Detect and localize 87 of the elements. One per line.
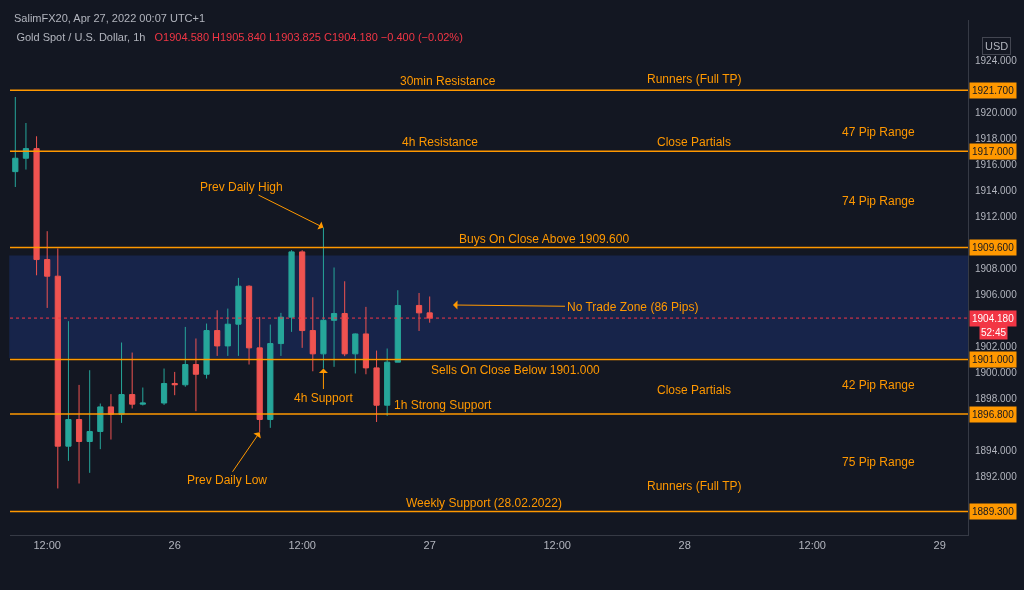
x-tick-label: 12:00 xyxy=(33,539,61,552)
annotation: 4h Support xyxy=(294,391,354,405)
candlestick xyxy=(139,387,146,406)
x-tick-label: 28 xyxy=(678,539,691,552)
x-tick-label: 12:00 xyxy=(543,539,571,552)
candlestick xyxy=(277,312,285,357)
y-tick-label: 1889.300 xyxy=(972,506,1015,517)
x-tick-label: 29 xyxy=(933,539,946,552)
annotation: Close Partials xyxy=(657,135,732,149)
annotation: Runners (Full TP) xyxy=(647,72,742,86)
y-tick-label: 1920.000 xyxy=(975,106,1018,118)
candlestick xyxy=(299,249,306,349)
x-tick-label: 12:00 xyxy=(798,539,826,552)
y-tick-label: 1921.700 xyxy=(972,85,1015,96)
candlestick xyxy=(288,249,295,333)
y-tick-label: 1906.000 xyxy=(975,288,1018,300)
y-tick-label: 1900.000 xyxy=(975,366,1018,378)
y-tick-label: 1898.000 xyxy=(975,392,1018,404)
candlestick xyxy=(245,284,253,365)
candlestick xyxy=(426,295,433,324)
y-tick-label: 1904.180 xyxy=(972,313,1015,324)
x-tick-label: 27 xyxy=(423,539,436,552)
y-tick-label: 1892.000 xyxy=(975,470,1018,482)
y-tick-label: 1901.000 xyxy=(972,354,1015,365)
y-tick-label: 1896.800 xyxy=(972,409,1015,420)
candlestick xyxy=(352,332,359,374)
candlestick xyxy=(54,248,61,489)
ref-line-label: 4h Resistance xyxy=(402,135,479,149)
candlestick xyxy=(235,277,242,357)
candlestick xyxy=(97,403,104,450)
candlestick xyxy=(384,348,391,417)
candlestick xyxy=(256,316,263,433)
candlestick xyxy=(192,337,200,412)
ref-line-label: 30min Resistance xyxy=(400,74,496,88)
candlestick xyxy=(86,369,93,474)
y-tick-label: 1894.000 xyxy=(975,444,1018,456)
annotation: Runners (Full TP) xyxy=(647,479,742,493)
annotation: 75 Pip Range xyxy=(842,455,916,469)
candlestick xyxy=(107,393,115,441)
y-tick-label: 1908.000 xyxy=(975,262,1018,274)
candlestick xyxy=(75,384,83,484)
candlestick xyxy=(65,320,72,462)
text: 52:45 xyxy=(981,327,1007,338)
annotation: No Trade Zone (86 Pips) xyxy=(567,300,699,314)
y-tick-label: 1917.000 xyxy=(972,146,1015,157)
candlestick xyxy=(362,306,370,375)
y-tick-label: 1902.000 xyxy=(975,340,1018,352)
candlestick xyxy=(118,342,125,424)
candlestick xyxy=(129,352,136,409)
y-tick-label: 1912.000 xyxy=(975,210,1018,222)
annotation: Close Partials xyxy=(657,383,732,397)
y-tick-label: 1909.600 xyxy=(972,242,1015,253)
ref-line-label: 1h Strong Support xyxy=(394,398,493,412)
text: Gold Spot / U.S. Dollar, 1h xyxy=(16,30,146,43)
candlestick xyxy=(44,230,51,309)
candlestick xyxy=(267,324,274,429)
candlestick xyxy=(12,96,19,188)
candlestick xyxy=(341,280,348,357)
text: USD xyxy=(985,40,1009,52)
x-tick-label: 12:00 xyxy=(288,539,316,552)
candlestick xyxy=(214,309,221,357)
candlestick xyxy=(33,135,40,276)
annotation: Prev Daily High xyxy=(200,180,283,194)
y-tick-label: 1924.000 xyxy=(975,54,1018,66)
candlestick xyxy=(160,368,168,406)
ref-line-label: Sells On Close Below 1901.000 xyxy=(431,363,601,377)
candlestick xyxy=(171,371,178,396)
annotation: SalimFX20, Apr 27, 2022 00:07 UTC+1 xyxy=(14,12,206,24)
y-tick-label: 1914.000 xyxy=(975,184,1018,196)
annotation: Prev Daily Low xyxy=(187,473,268,487)
y-tick-label: 1918.000 xyxy=(975,132,1018,144)
candlestick xyxy=(394,289,401,363)
text: O1904.580 H1905.840 L1903.825 C1904.180 −0.400 (−0.02%) xyxy=(154,30,463,43)
candlestick xyxy=(182,326,189,388)
candlestick xyxy=(330,266,338,368)
annotation: 47 Pip Range xyxy=(842,125,916,139)
candlestick xyxy=(415,292,423,332)
ref-line-label: Buys On Close Above 1909.600 xyxy=(459,232,630,246)
candlestick xyxy=(373,350,380,423)
candlestick xyxy=(224,308,231,357)
annotation: 42 Pip Range xyxy=(842,378,916,392)
candlestick xyxy=(309,296,316,372)
candlestick xyxy=(203,323,210,380)
ref-line-label: Weekly Support (28.02.2022) xyxy=(406,496,562,510)
x-tick-label: 26 xyxy=(168,539,181,552)
annotation: 74 Pip Range xyxy=(842,194,916,208)
y-tick-label: 1916.000 xyxy=(975,158,1018,170)
